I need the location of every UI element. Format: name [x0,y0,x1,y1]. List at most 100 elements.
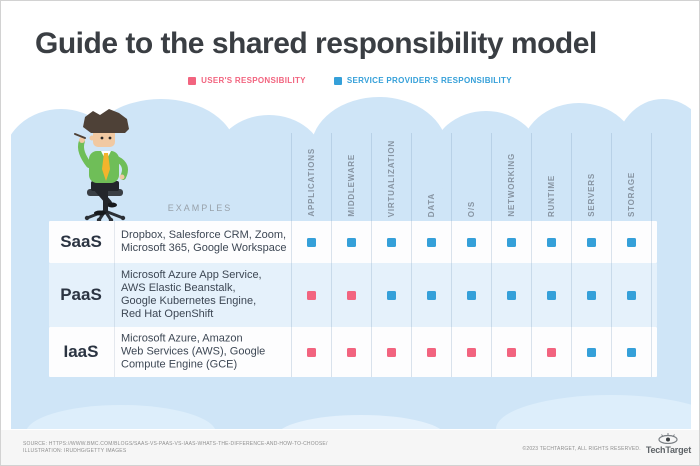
provider-swatch [333,76,342,85]
responsibility-marker-user [306,290,316,300]
table-row-iaas: IaaS Microsoft Azure, Amazon Web Services… [49,327,657,377]
column-header-virtualization: VIRTUALIZATION [371,133,411,217]
column-header-label: APPLICATIONS [306,148,316,217]
label-gridline [114,221,115,377]
responsibility-marker-provider [506,237,516,247]
responsibility-marker-provider [586,237,596,247]
responsibility-marker-provider [586,347,596,357]
cell-paas-runtime [531,263,571,327]
legend-user-label: USER'S RESPONSIBILITY [201,76,306,85]
column-gridline [651,133,652,377]
cell-saas-networking [491,221,531,263]
column-header-networking: NETWORKING [491,133,531,217]
responsibility-marker-user [466,347,476,357]
column-gridline [571,133,572,377]
source-line1: SOURCE: HTTPS://WWW.BMC.COM/BLOGS/SAAS-V… [23,441,328,447]
cell-saas-runtime [531,221,571,263]
examples-iaas: Microsoft Azure, Amazon Web Services (AW… [121,332,266,371]
techtarget-logo: TechTarget [646,432,691,458]
source-line2: ILLUSTRATION: IRUDHG/GETTY IMAGES [23,448,127,454]
responsibility-marker-provider [626,237,636,247]
responsibility-marker-user [346,347,356,357]
user-swatch [188,76,197,85]
cell-paas-data [411,263,451,327]
source-credit: SOURCE: HTTPS://WWW.BMC.COM/BLOGS/SAAS-V… [23,441,328,455]
responsibility-marker-user [506,347,516,357]
legend-item-provider: SERVICE PROVIDER'S RESPONSIBILITY [333,76,512,85]
cell-saas-middleware [331,221,371,263]
column-header-o-s: O/S [451,133,491,217]
responsibility-marker-provider [346,237,356,247]
cell-paas-virtualization [371,263,411,327]
responsibility-marker-user [386,347,396,357]
cell-saas-o-s [451,221,491,263]
column-header-label: VIRTUALIZATION [386,139,396,217]
responsibility-marker-user [346,290,356,300]
column-header-label: O/S [466,200,476,217]
responsibility-marker-provider [626,290,636,300]
footer: SOURCE: HTTPS://WWW.BMC.COM/BLOGS/SAAS-V… [1,430,699,465]
responsibility-marker-provider [506,290,516,300]
cell-saas-applications [291,221,331,263]
cell-saas-virtualization [371,221,411,263]
cell-iaas-runtime [531,327,571,377]
table-row-saas: SaaS Dropbox, Salesforce CRM, Zoom, Micro… [49,221,657,263]
row-label-iaas: IaaS [63,342,99,361]
legend-provider-label: SERVICE PROVIDER'S RESPONSIBILITY [346,76,512,85]
responsibility-marker-provider [306,237,316,247]
cell-iaas-virtualization [371,327,411,377]
legend-item-user: USER'S RESPONSIBILITY [188,76,306,85]
column-header-label: STORAGE [626,171,636,217]
examples-header: EXAMPLES [167,203,233,213]
cell-iaas-storage [611,327,651,377]
page-title: Guide to the shared responsibility model [35,27,597,60]
legend: USER'S RESPONSIBILITY SERVICE PROVIDER'S… [1,76,699,85]
responsibility-marker-provider [386,290,396,300]
thinking-man-illustration [74,109,129,221]
eye-icon [658,433,679,444]
responsibility-marker-provider [466,237,476,247]
column-header-data: DATA [411,133,451,217]
cell-paas-o-s [451,263,491,327]
cell-paas-applications [291,263,331,327]
cell-iaas-applications [291,327,331,377]
cell-paas-middleware [331,263,371,327]
column-gridline [291,133,292,377]
column-header-applications: APPLICATIONS [291,133,331,217]
cell-iaas-middleware [331,327,371,377]
column-header-label: RUNTIME [546,174,556,217]
column-gridline [611,133,612,377]
column-gridline [371,133,372,377]
column-header-label: MIDDLEWARE [346,154,356,217]
responsibility-marker-user [306,347,316,357]
column-header-runtime: RUNTIME [531,133,571,217]
responsibility-marker-provider [426,290,436,300]
row-label-paas: PaaS [60,285,102,304]
column-header-servers: SERVERS [571,133,611,217]
responsibility-marker-provider [546,290,556,300]
table-row-paas: PaaS Microsoft Azure App Service, AWS Ela… [49,263,657,327]
column-gridline [411,133,412,377]
responsibility-marker-provider [626,347,636,357]
column-gridline [451,133,452,377]
responsibility-marker-provider [386,237,396,247]
responsibility-marker-user [426,347,436,357]
column-gridline [491,133,492,377]
column-header-label: NETWORKING [506,153,516,217]
cell-saas-data [411,221,451,263]
brand-name: TechTarget [645,445,691,455]
copyright-text: ©2023 TECHTARGET, ALL RIGHTS RESERVED. [522,446,641,452]
examples-saas: Dropbox, Salesforce CRM, Zoom, Microsoft… [121,229,287,254]
cell-iaas-servers [571,327,611,377]
examples-paas: Microsoft Azure App Service, AWS Elastic… [121,269,262,320]
column-header-label: SERVERS [586,173,596,217]
responsibility-marker-provider [426,237,436,247]
cell-iaas-data [411,327,451,377]
cell-iaas-networking [491,327,531,377]
cell-iaas-o-s [451,327,491,377]
cell-saas-storage [611,221,651,263]
column-header-label: DATA [426,192,436,217]
column-gridline [531,133,532,377]
column-gridline [331,133,332,377]
responsibility-marker-provider [466,290,476,300]
